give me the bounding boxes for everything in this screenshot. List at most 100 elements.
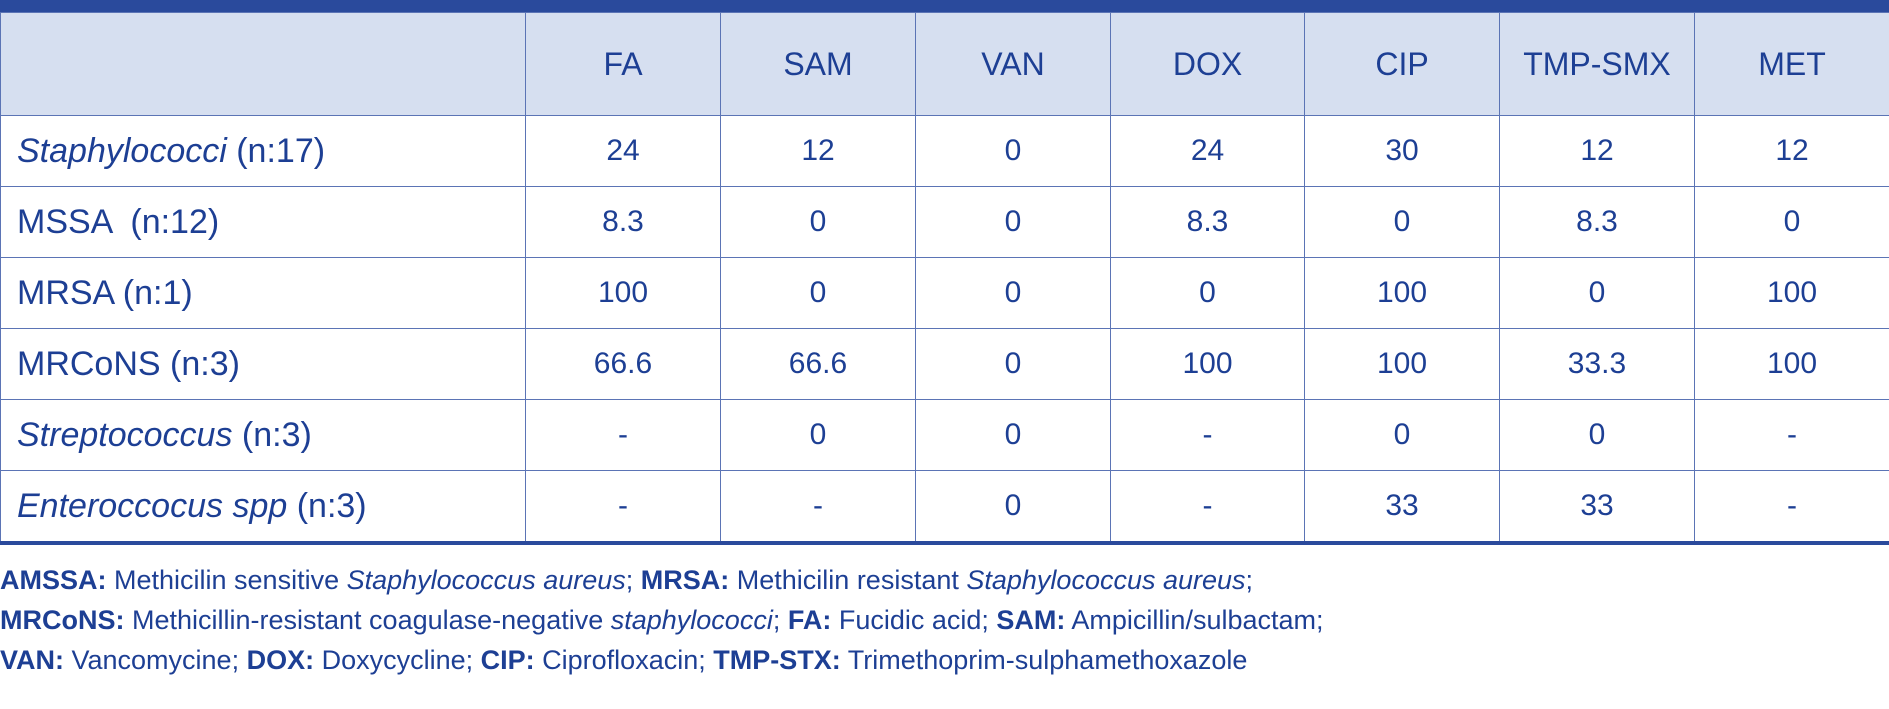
- table-cell: 0: [1694, 186, 1889, 258]
- table-cell: 100: [1694, 328, 1889, 400]
- table-cell: 30: [1304, 115, 1500, 187]
- abbrev-text: ;: [772, 605, 788, 635]
- table-cell: 33: [1304, 470, 1500, 545]
- table-cell: -: [1694, 470, 1889, 545]
- table-cell: 0: [915, 257, 1111, 329]
- abbrev-text: Fucidic acid;: [831, 605, 997, 635]
- table-cell: 33.3: [1499, 328, 1695, 400]
- table-cell: -: [720, 470, 916, 545]
- abbrev-term: DOX:: [246, 645, 315, 675]
- abbrev-italic: Staphylococcus aureus: [966, 565, 1246, 595]
- row-label-plain: MRSA (n:1): [17, 273, 193, 312]
- table-cell: -: [1110, 470, 1305, 545]
- table-row: MSSA (n:12) 8.3 0 0 8.3 0 8.3 0: [0, 186, 1889, 258]
- table-cell: 0: [720, 257, 916, 329]
- row-label-plain: MRCoNS (n:3): [17, 344, 240, 383]
- row-label: Staphylococci (n:17): [0, 115, 526, 187]
- table-cell: 24: [525, 115, 721, 187]
- table-cell: 0: [1110, 257, 1305, 329]
- row-label-italic: Staphylococci: [17, 131, 227, 170]
- table-cell: 0: [1304, 399, 1500, 471]
- abbrev-term: CIP:: [480, 645, 535, 675]
- table-row: Staphylococci (n:17) 24 12 0 24 30 12 12: [0, 115, 1889, 187]
- table-cell: 12: [1694, 115, 1889, 187]
- abbrev-text: Methicillin-resistant coagulase-negative: [124, 605, 611, 635]
- footnotes: AMSSA: Methicilin sensitive Staphylococc…: [0, 560, 1889, 680]
- abbrev-text: Ciprofloxacin;: [534, 645, 714, 675]
- table-cell: 100: [1110, 328, 1305, 400]
- header-row: FA SAM VAN DOX CIP TMP-SMX MET: [0, 12, 1889, 116]
- abbrev-italic: staphylococci: [610, 605, 773, 635]
- table-cell: 0: [915, 115, 1111, 187]
- table-cell: 100: [1304, 328, 1500, 400]
- table-cell: -: [525, 470, 721, 545]
- abbrev-text: Trimethoprim-sulphamethoxazole: [840, 645, 1248, 675]
- table-body: FA SAM VAN DOX CIP TMP-SMX MET Staphyloc…: [0, 12, 1889, 545]
- abbrev-text: Doxycycline;: [314, 645, 481, 675]
- abbrev-italic: Staphylococcus aureus: [346, 565, 626, 595]
- row-label: Streptococcus (n:3): [0, 399, 526, 471]
- table-cell: 100: [1304, 257, 1500, 329]
- row-label-plain: (n:3): [232, 415, 312, 454]
- table-cell: 0: [915, 328, 1111, 400]
- header-cell-van: VAN: [915, 12, 1111, 116]
- table-row: MRSA (n:1) 100 0 0 0 100 0 100: [0, 257, 1889, 329]
- footnote-line-3: VAN: Vancomycine; DOX: Doxycycline; CIP:…: [0, 640, 1889, 680]
- table-cell: 0: [915, 470, 1111, 545]
- table-cell: 100: [1694, 257, 1889, 329]
- table-cell: -: [525, 399, 721, 471]
- header-cell-sam: SAM: [720, 12, 916, 116]
- top-rule: [0, 0, 1889, 12]
- abbrev-text: ;: [1245, 565, 1254, 595]
- table-cell: 66.6: [720, 328, 916, 400]
- row-label: MRSA (n:1): [0, 257, 526, 329]
- row-label: Enteroccocus spp (n:3): [0, 470, 526, 545]
- table-row: Enteroccocus spp (n:3) - - 0 - 33 33 -: [0, 470, 1889, 545]
- table-cell: -: [1694, 399, 1889, 471]
- resistance-table: FA SAM VAN DOX CIP TMP-SMX MET Staphyloc…: [0, 12, 1889, 545]
- table-cell: 66.6: [525, 328, 721, 400]
- abbrev-text: ;: [625, 565, 641, 595]
- table-row: MRCoNS (n:3) 66.6 66.6 0 100 100 33.3 10…: [0, 328, 1889, 400]
- header-cell-empty: [0, 12, 526, 116]
- abbrev-text: Methicilin sensitive: [106, 565, 347, 595]
- table-cell: 100: [525, 257, 721, 329]
- row-label-plain: (n:17): [226, 131, 326, 170]
- abbrev-text: Methicilin resistant: [729, 565, 967, 595]
- table-cell: 24: [1110, 115, 1305, 187]
- header-cell-cip: CIP: [1304, 12, 1500, 116]
- table-cell: 33: [1499, 470, 1695, 545]
- abbrev-text: Vancomycine;: [64, 645, 247, 675]
- table-cell: 0: [720, 399, 916, 471]
- footnote-line-2: MRCoNS: Methicillin-resistant coagulase-…: [0, 600, 1889, 640]
- header-cell-tmp-smx: TMP-SMX: [1499, 12, 1695, 116]
- table-cell: 8.3: [525, 186, 721, 258]
- abbrev-term: AMSSA:: [0, 565, 107, 595]
- header-cell-met: MET: [1694, 12, 1889, 116]
- table-row: Streptococcus (n:3) - 0 0 - 0 0 -: [0, 399, 1889, 471]
- table-cell: 0: [1499, 399, 1695, 471]
- row-label-plain: MSSA (n:12): [17, 202, 220, 241]
- row-label: MRCoNS (n:3): [0, 328, 526, 400]
- abbrev-term: MRSA:: [640, 565, 730, 595]
- table-cell: 0: [1304, 186, 1500, 258]
- table-cell: -: [1110, 399, 1305, 471]
- row-label-italic: Streptococcus: [17, 415, 233, 454]
- table-cell: 8.3: [1110, 186, 1305, 258]
- header-cell-fa: FA: [525, 12, 721, 116]
- table-cell: 8.3: [1499, 186, 1695, 258]
- table-cell: 0: [915, 186, 1111, 258]
- table-cell: 0: [915, 399, 1111, 471]
- table-cell: 0: [720, 186, 916, 258]
- row-label-plain: (n:3): [287, 486, 367, 525]
- abbrev-term: VAN:: [0, 645, 64, 675]
- table-cell: 12: [720, 115, 916, 187]
- header-cell-dox: DOX: [1110, 12, 1305, 116]
- table-cell: 0: [1499, 257, 1695, 329]
- table-cell: 12: [1499, 115, 1695, 187]
- abbrev-text: Ampicillin/sulbactam;: [1065, 605, 1324, 635]
- abbrev-term: SAM:: [996, 605, 1066, 635]
- row-label: MSSA (n:12): [0, 186, 526, 258]
- abbrev-term: TMP-STX:: [713, 645, 841, 675]
